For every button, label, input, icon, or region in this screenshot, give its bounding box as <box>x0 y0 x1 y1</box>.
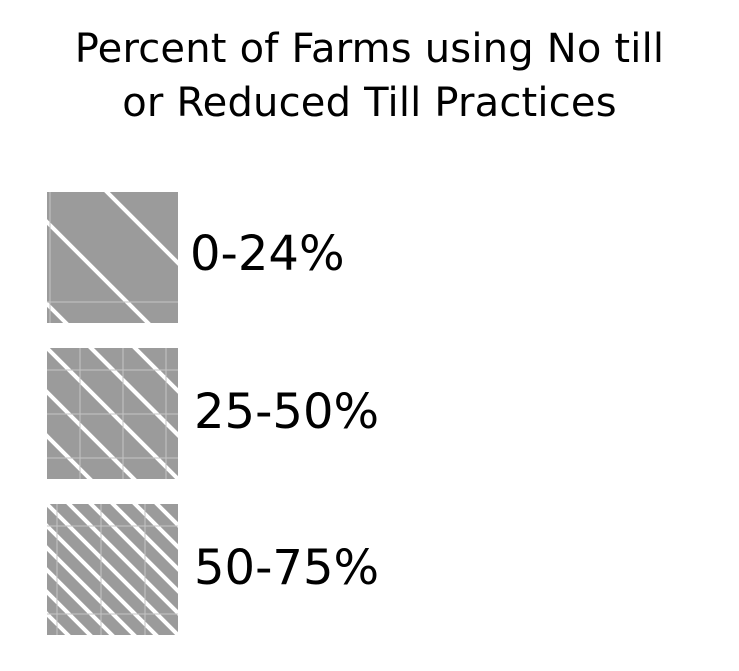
swatch-sparse-hatch <box>47 192 178 323</box>
legend-title-line-1: Percent of Farms using No till <box>74 26 665 72</box>
swatch-dense-hatch <box>47 504 178 635</box>
legend-label: 50-75% <box>194 540 380 596</box>
legend-label: 0-24% <box>190 226 345 282</box>
legend-label: 25-50% <box>194 384 380 440</box>
legend-title: Percent of Farms using No till or Reduce… <box>0 22 739 130</box>
legend-title-line-2: or Reduced Till Practices <box>122 80 617 126</box>
swatch-medium-hatch <box>47 348 178 479</box>
